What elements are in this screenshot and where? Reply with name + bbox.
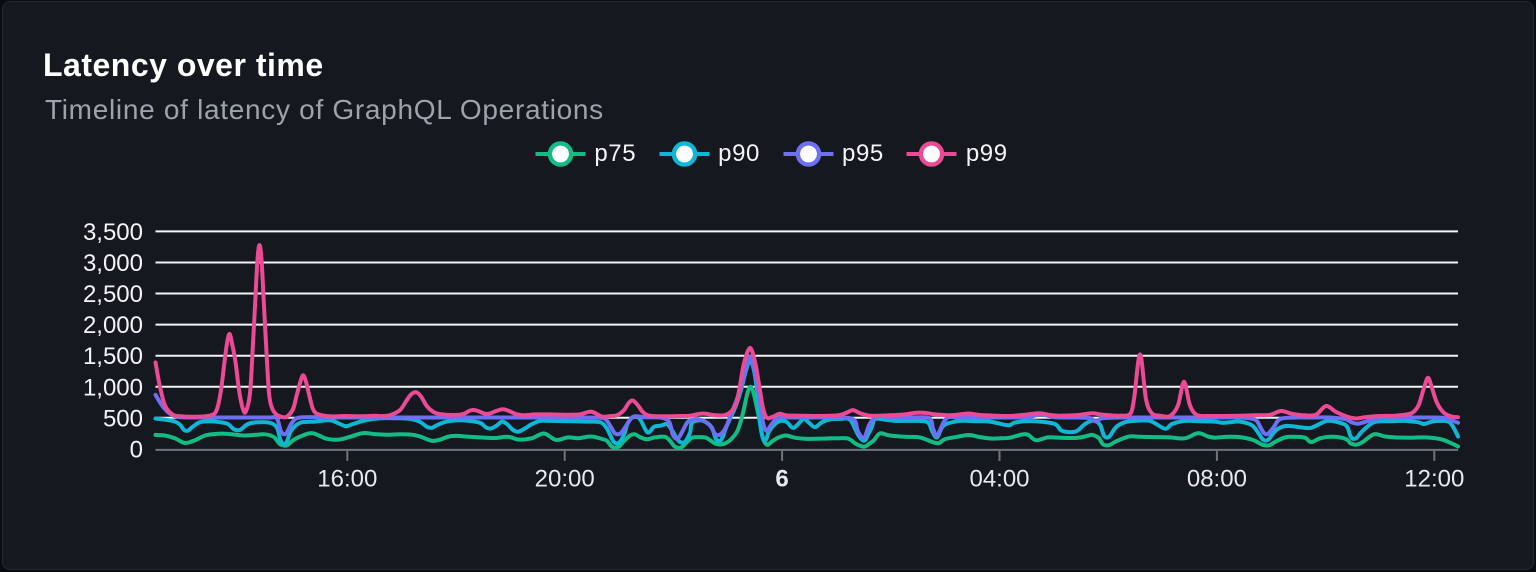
- svg-text:500: 500: [103, 405, 143, 432]
- svg-text:04:00: 04:00: [969, 466, 1029, 493]
- svg-text:3,000: 3,000: [83, 250, 143, 277]
- svg-text:2,000: 2,000: [83, 312, 143, 339]
- svg-text:1,000: 1,000: [83, 374, 143, 401]
- svg-text:20:00: 20:00: [535, 466, 595, 493]
- svg-text:0: 0: [130, 436, 143, 463]
- svg-text:12:00: 12:00: [1404, 466, 1464, 493]
- svg-text:6: 6: [775, 466, 788, 493]
- svg-text:3,500: 3,500: [83, 219, 143, 246]
- svg-text:08:00: 08:00: [1187, 466, 1247, 493]
- svg-text:16:00: 16:00: [317, 466, 377, 493]
- svg-text:2,500: 2,500: [83, 281, 143, 308]
- svg-text:1,500: 1,500: [83, 343, 143, 370]
